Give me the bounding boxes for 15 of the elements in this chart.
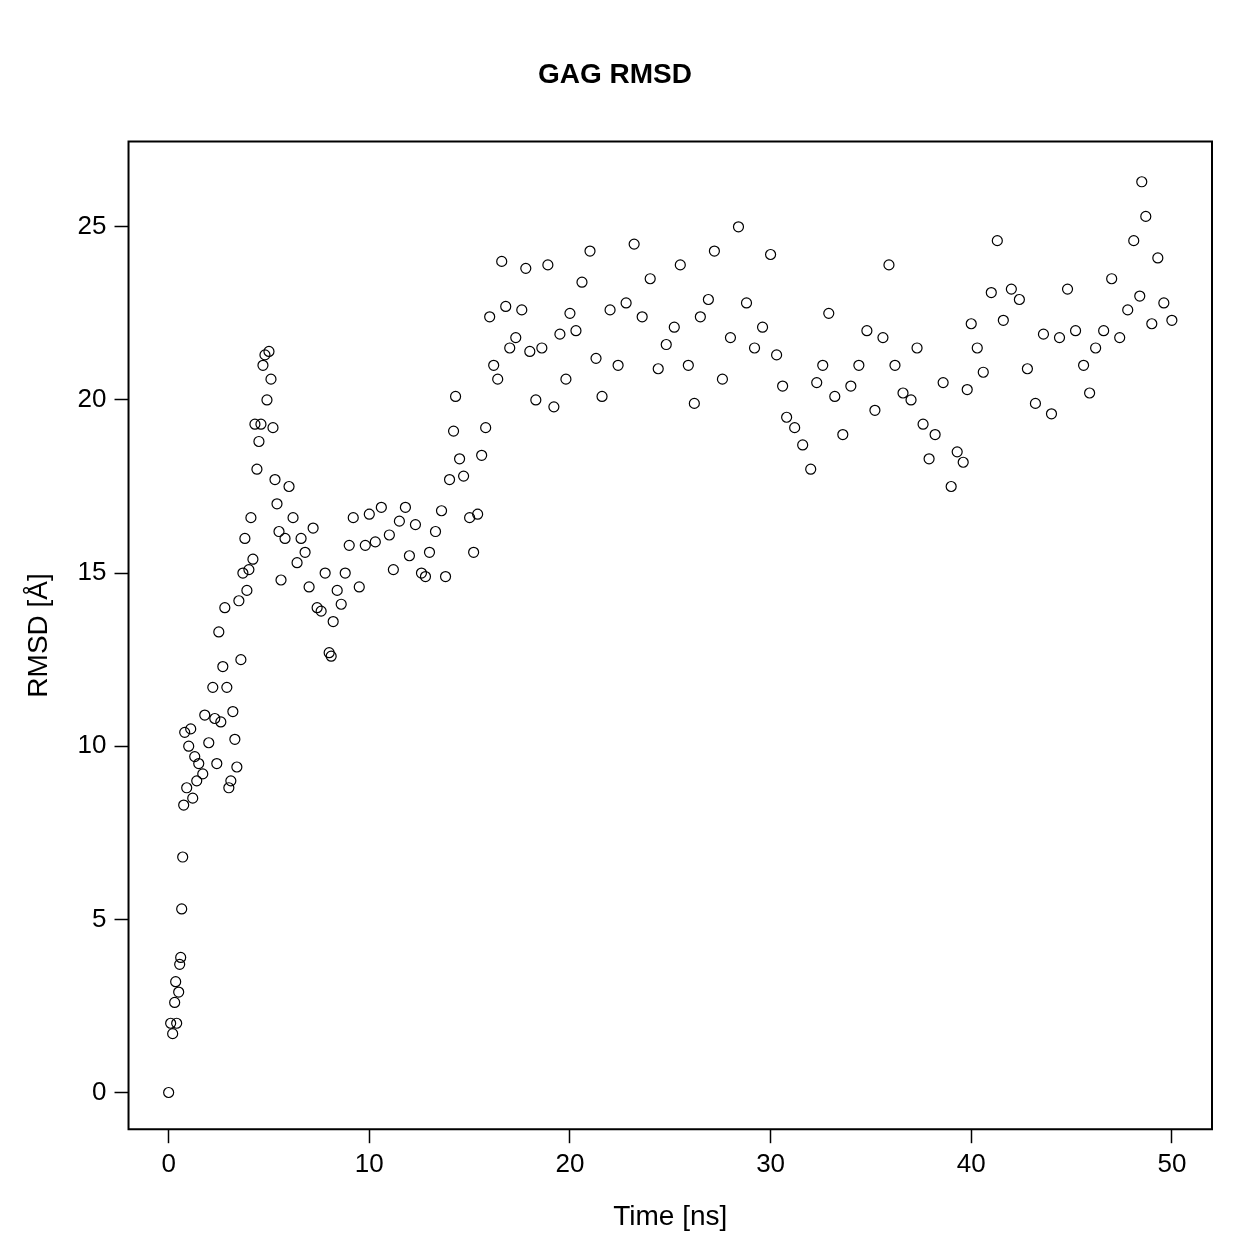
- y-tick-label: 20: [77, 383, 107, 414]
- y-tick-label: 5: [92, 902, 107, 933]
- y-tick-label: 15: [77, 556, 107, 587]
- x-tick-label: 20: [555, 1147, 585, 1178]
- x-tick-label: 40: [956, 1147, 986, 1178]
- x-tick-label: 50: [1157, 1147, 1187, 1178]
- y-tick-label: 25: [77, 209, 107, 240]
- chart-title: GAG RMSD: [538, 57, 692, 89]
- y-axis-title: RMSD [Å]: [21, 573, 53, 698]
- y-tick-label: 0: [92, 1075, 107, 1106]
- x-tick-label: 10: [354, 1147, 384, 1178]
- y-tick-label: 10: [77, 729, 107, 760]
- x-tick-label: 0: [161, 1147, 176, 1178]
- x-axis-title: Time [ns]: [613, 1199, 728, 1231]
- x-tick-label: 30: [756, 1147, 786, 1178]
